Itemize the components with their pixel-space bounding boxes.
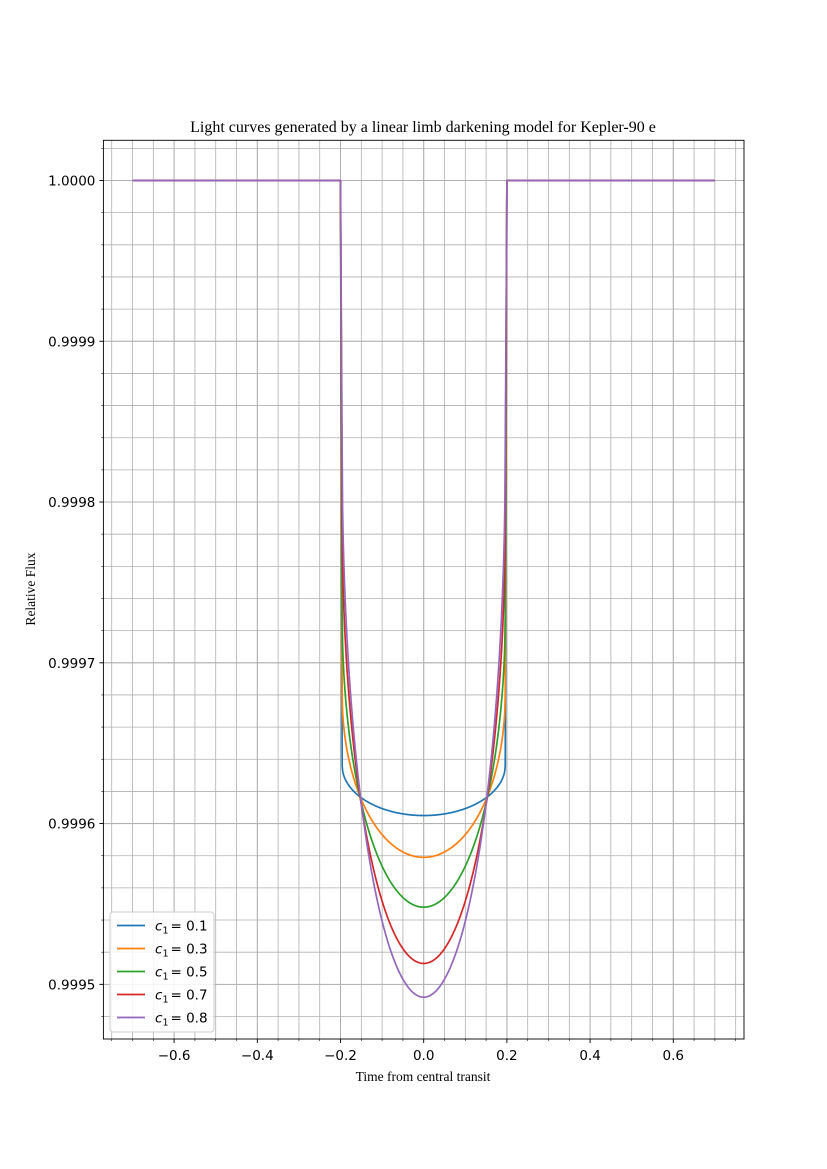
- chart-title: Light curves generated by a linear limb …: [190, 119, 656, 136]
- y-tick-label: 0.9996: [48, 817, 95, 833]
- x-tick-label: 0.6: [663, 1048, 684, 1064]
- x-tick-label: 0.0: [413, 1048, 434, 1064]
- x-tick-label: −0.6: [158, 1048, 191, 1064]
- x-tick-label: −0.2: [324, 1048, 357, 1064]
- x-tick-label: 0.4: [579, 1048, 600, 1064]
- legend-label-2: c1 = 0.5: [155, 965, 208, 983]
- x-tick-label: 0.2: [496, 1048, 517, 1064]
- x-tick-label: −0.4: [241, 1048, 274, 1064]
- y-tick-label: 1.0000: [48, 173, 95, 189]
- tick-layer: −0.6 −0.4 −0.2 0.0 0.2 0.4 0.6 0.9995 0.9996 0.99…: [48, 148, 736, 1064]
- series-layer: [132, 179, 716, 999]
- y-tick-label: 0.9997: [48, 656, 95, 672]
- legend-box: [109, 911, 215, 1033]
- legend-label-0: c1 = 0.1: [155, 919, 208, 937]
- y-tick-label: 0.9998: [48, 495, 95, 511]
- y-tick-label: 0.9995: [48, 977, 95, 993]
- legend-label-1: c1 = 0.3: [155, 942, 208, 960]
- legend-label-3: c1 = 0.7: [155, 988, 208, 1006]
- legend-label-4: c1 = 0.8: [155, 1011, 208, 1029]
- x-axis-label: Time from central transit: [356, 1069, 491, 1084]
- grid-layer: [103, 140, 744, 1039]
- y-tick-label: 0.9999: [48, 334, 95, 350]
- series-line-4: [132, 179, 716, 999]
- y-axis-label: Relative Flux: [23, 552, 38, 625]
- legend: c1 = 0.1 c1 = 0.3 c1 = 0.5 c1 = 0.7 c1 = 0.8: [109, 911, 215, 1033]
- plot-area: −0.6 −0.4 −0.2 0.0 0.2 0.4 0.6 0.9995 0.9996 0.99…: [48, 139, 745, 1064]
